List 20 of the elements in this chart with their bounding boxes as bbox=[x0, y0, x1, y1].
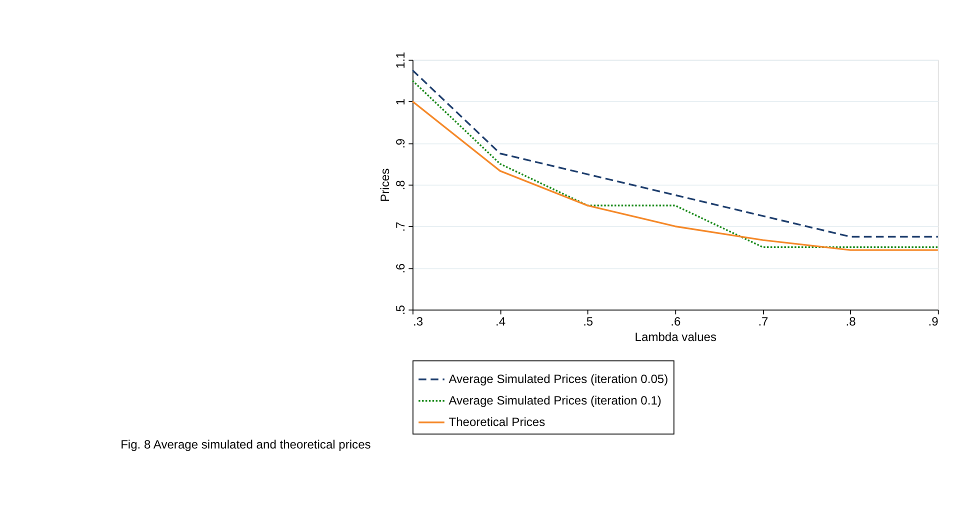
x-tick-label: .5 bbox=[583, 314, 594, 329]
y-tick-label: .9 bbox=[393, 138, 408, 149]
x-tick-label: .4 bbox=[496, 314, 506, 329]
legend-label: Theoretical Prices bbox=[448, 414, 546, 429]
x-axis-title: Lambda values bbox=[634, 330, 717, 344]
legend-label: Average Simulated Prices (iteration 0.1) bbox=[448, 393, 662, 408]
x-tick-label: .8 bbox=[846, 314, 856, 329]
y-tick-label: .5 bbox=[393, 304, 408, 316]
x-tick-label: .7 bbox=[758, 314, 769, 329]
y-tick-label: .6 bbox=[393, 263, 408, 274]
legend-label: Average Simulated Prices (iteration 0.05) bbox=[448, 372, 668, 386]
x-tick-label: .3 bbox=[412, 314, 424, 329]
y-tick-label: .7 bbox=[393, 221, 408, 232]
x-tick-label: .6 bbox=[670, 314, 681, 329]
caption: Fig. 8 Average simulated and theoretical prices bbox=[120, 438, 371, 452]
y-tick-label: 1.1 bbox=[393, 52, 408, 69]
y-tick-label: 1 bbox=[393, 98, 408, 106]
y-axis-title: Prices bbox=[378, 168, 392, 202]
y-tick-label: .8 bbox=[393, 180, 408, 190]
x-tick-label: .9 bbox=[928, 314, 939, 329]
